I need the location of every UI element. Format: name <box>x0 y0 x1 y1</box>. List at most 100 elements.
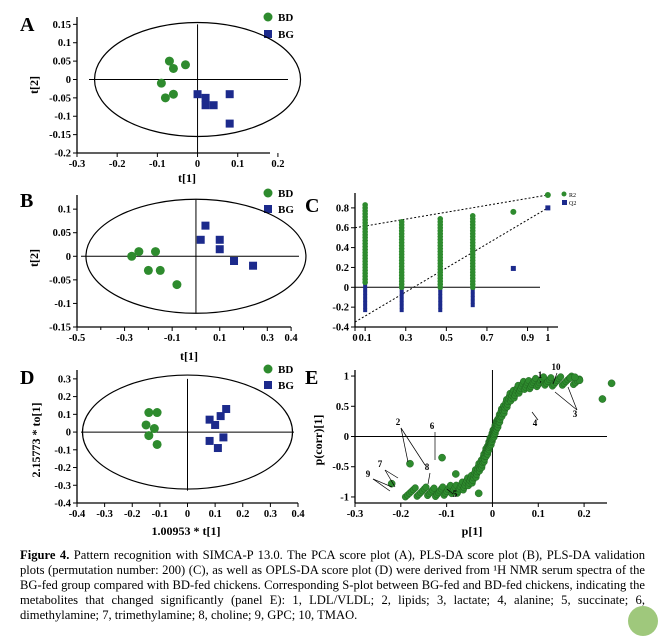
panel-c-y-tick-label: 0.8 <box>336 203 349 214</box>
panel-a-letter: A <box>20 14 35 36</box>
panel-e-annotation-label: 6 <box>430 421 435 431</box>
legend-label-bd: BD <box>278 364 293 376</box>
panel-e-letter: E <box>305 367 318 389</box>
panel-e-x-tick-label: -0.1 <box>438 509 455 520</box>
panel-b-letter: B <box>20 190 33 212</box>
panel-b-bd-point <box>134 247 144 257</box>
panel-d-y-tick-label: -0.2 <box>54 463 71 474</box>
panel-c-q2-point <box>438 304 443 309</box>
panel-d-x-tick-label: 0.3 <box>264 509 277 520</box>
panel-b-ylabel: t[2] <box>27 249 41 267</box>
panel-d-letter: D <box>20 367 34 389</box>
panel-c-y-tick-label: -0.2 <box>332 303 349 314</box>
panel-e-annotation-leader <box>372 478 391 492</box>
panel-c-q2-point <box>363 294 368 299</box>
panel-e-variable-point <box>422 483 430 491</box>
panel-d-bd-point <box>144 431 154 441</box>
panel-c-q2-point <box>363 304 368 309</box>
figure-canvas: A t[2] t[1] BD BG -0.3 -0.2 -0.1 0 0.1 0.20.1… <box>20 12 616 538</box>
panel-c-q2-point <box>470 289 475 294</box>
panel-e-annotation-leader <box>554 391 578 411</box>
panel-c-y-tick-label: 0.2 <box>336 263 349 274</box>
panel-d-x-tick-label: -0.1 <box>152 509 169 520</box>
panel-b-x-tick-label: 0.4 <box>285 333 299 344</box>
panel-d-y-tick-label: -0.4 <box>54 499 71 510</box>
panel-d-bd-point <box>144 408 154 418</box>
panel-a-y-tick-label: 0 <box>66 75 71 86</box>
panel-e-metabolite-point <box>451 470 460 478</box>
panel-a-y-tick-label: -0.05 <box>49 93 71 104</box>
panel-e-metabolite-point <box>387 479 396 488</box>
panel-d-x-tick-label: 0.1 <box>209 509 222 520</box>
panel-e-variable-point <box>547 374 555 382</box>
panel-c-q2-point <box>470 299 475 304</box>
panel-d-xlabel: 1.00953 * t[1] <box>152 524 221 538</box>
panel-e-x-tick-label: -0.3 <box>347 509 364 520</box>
panel-e-annotation-leader <box>400 427 426 466</box>
panel-c-q2-point <box>363 287 368 292</box>
panel-e-metabolite-point <box>607 379 616 388</box>
legend-marker-bg <box>264 381 272 389</box>
panel-a-x-tick-label: -0.1 <box>149 159 166 170</box>
panel-c-legend: R2 Q2 <box>561 191 576 207</box>
panel-e-annotation-leader <box>446 488 454 495</box>
panel-e-x-tick-label: 0 <box>490 509 495 520</box>
panel-e-variable-point <box>540 373 548 381</box>
panel-e-annotation-label: 4 <box>533 418 538 428</box>
panel-e-variable-point <box>557 373 565 381</box>
panel-d-y-tick-label: -0.3 <box>54 481 71 492</box>
panel-c-r2-point <box>437 216 444 222</box>
panel-a-bd-point <box>168 63 178 73</box>
panel-b-x-tick-label: 0.1 <box>213 333 226 344</box>
legend-label-r2: R2 <box>569 193 576 199</box>
panel-c-r2-regression-line <box>354 194 548 229</box>
panel-c-q2-point <box>399 301 404 306</box>
panel-e-annotation-label: 1 <box>538 370 543 380</box>
panel-c-r2-point <box>362 202 368 208</box>
panel-a-x-tick-label: 0.1 <box>231 159 244 170</box>
panel-a-bg-point <box>201 93 210 102</box>
panel-b-bg-point <box>249 261 258 270</box>
panel-a-bd-point <box>168 89 178 99</box>
panel-e-metabolite-point <box>406 459 414 468</box>
panel-e-x-tick-label: 0.1 <box>532 509 545 520</box>
panel-a-x-tick-label: -0.3 <box>69 159 86 170</box>
panel-d-y-tick-label: 0.3 <box>58 374 71 385</box>
panel-e-x-tick-label: 0.2 <box>578 509 591 520</box>
caption-text: Pattern recognition with SIMCA-P 13.0. T… <box>20 548 645 622</box>
panel-a-y-tick-label: 0.05 <box>53 57 71 68</box>
panel-e-metabolite-point <box>598 395 607 403</box>
panel-d-x-tick-label: -0.4 <box>69 509 86 520</box>
panel-c-q2-point <box>363 283 368 288</box>
panel-a-y-tick-label: -0.15 <box>49 130 71 141</box>
panel-e-variable-point <box>411 484 419 492</box>
panel-d: D 2.15773 * to[1] 1.00953 * t[1] BD BG -… <box>20 364 305 538</box>
panel-b-bd-point <box>143 265 153 275</box>
panel-d-x-tick-label: -0.2 <box>124 509 141 520</box>
panel-e-annotation-label: 3 <box>573 409 578 419</box>
panel-b-legend: BD BG <box>263 188 294 216</box>
legend-label-bg: BG <box>278 380 294 392</box>
publisher-logo <box>628 606 658 636</box>
panel-d-x-tick-label: 0.4 <box>291 509 305 520</box>
panel-e-annotation-leader <box>531 411 539 421</box>
panel-c-q2-point <box>363 290 368 295</box>
panel-d-x-tick-label: -0.3 <box>96 509 113 520</box>
panel-c-x-tick-label: 0.7 <box>480 333 493 344</box>
figure-caption: Figure 4. Pattern recognition with SIMCA… <box>20 548 645 623</box>
panel-c-q2-point <box>470 292 475 297</box>
panel-b-xlabel: t[1] <box>180 349 198 363</box>
panel-b-bg-point <box>215 235 224 244</box>
panel-e-x-tick-label: -0.2 <box>393 509 410 520</box>
panel-c-x-tick-label: 0.5 <box>440 333 453 344</box>
panel-d-bg-point <box>222 405 231 414</box>
panel-e-xlabel: p[1] <box>462 524 483 538</box>
panel-c-x-tick-label: 0.1 <box>359 333 372 344</box>
panel-b-bg-point <box>230 257 239 265</box>
panel-d-ylabel: 2.15773 * to[1] <box>29 403 43 478</box>
panel-c-x-tick-label: 0 <box>352 333 357 344</box>
panel-e-annotation-leader <box>384 469 399 479</box>
panel-c-q2-point <box>399 297 404 302</box>
panel-b-x-tick-label: -0.1 <box>164 333 181 344</box>
panel-c-q2-point <box>438 308 443 313</box>
